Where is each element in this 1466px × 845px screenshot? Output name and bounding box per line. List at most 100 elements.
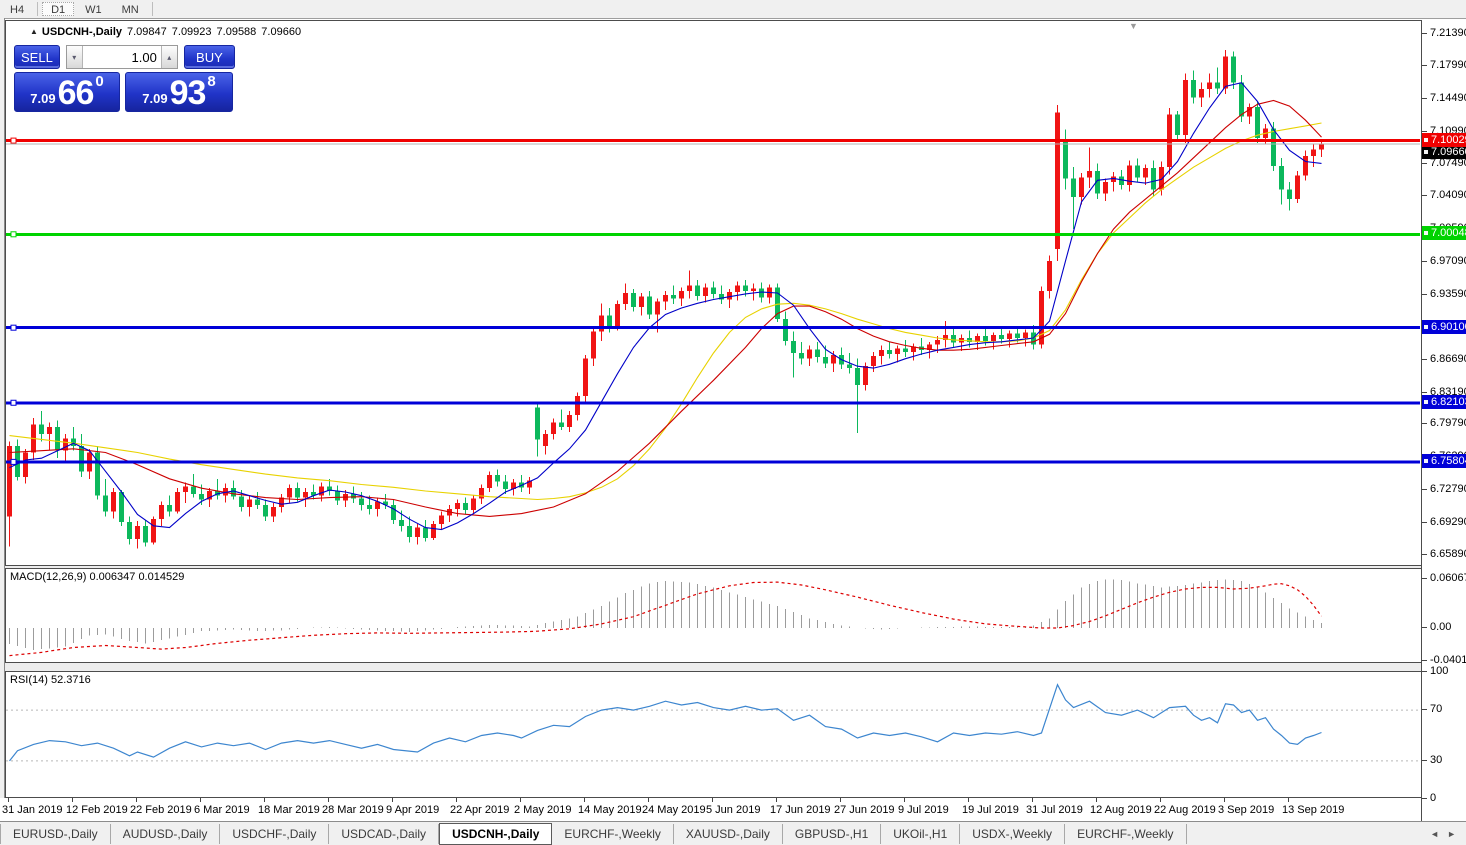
- price-axis-tick: 6.93590: [1422, 288, 1466, 300]
- price-axis-tick: 7.14490: [1422, 92, 1466, 104]
- ohlc-low: 7.09588: [216, 26, 257, 38]
- chart-tab[interactable]: AUDUSD-,Daily: [111, 824, 221, 844]
- volume-input[interactable]: [82, 46, 161, 68]
- time-axis-label: 13 Sep 2019: [1282, 804, 1345, 816]
- price-axis-tick: 0.00: [1422, 621, 1466, 633]
- price-axis-tick: 6.69290: [1422, 516, 1466, 528]
- macd-label: MACD(12,26,9) 0.006347 0.014529: [10, 571, 184, 583]
- time-axis-label: 5 Jun 2019: [706, 804, 761, 816]
- chart-tab[interactable]: EURCHF-,Weekly: [552, 824, 674, 844]
- price-axis-tick: 100: [1422, 665, 1466, 677]
- sell-price-prefix: 7.09: [30, 91, 56, 106]
- sell-price-point: 0: [95, 73, 104, 90]
- chart-tab[interactable]: XAUUSD-,Daily: [674, 824, 783, 844]
- time-axis-label: 22 Feb 2019: [130, 804, 192, 816]
- price-axis-tick: 6.86690: [1422, 353, 1466, 365]
- timeframe-toolbar: H4 D1 W1 MN: [0, 0, 1466, 19]
- toolbar-separator: [151, 2, 153, 16]
- panel-splitter[interactable]: [5, 566, 1421, 568]
- hline-price-flag: 6.90100: [1422, 319, 1466, 334]
- tab-scroll-right-icon[interactable]: ►: [1447, 828, 1456, 839]
- time-axis-tick: [1224, 798, 1225, 802]
- price-axis[interactable]: 7.21390 7.17990 7.14490 7.10990 7.07490 7.040…: [1421, 20, 1466, 821]
- chart-tab[interactable]: GBPUSD-,H1: [783, 824, 882, 844]
- price-axis-tick: 0.060674: [1422, 572, 1466, 584]
- rsi-chart[interactable]: [6, 672, 1420, 797]
- price-axis-tick: 6.79790: [1422, 417, 1466, 429]
- price-axis-tick: 7.17990: [1422, 59, 1466, 71]
- volume-increase-button[interactable]: ▴: [160, 46, 177, 68]
- buy-price-pips: 93: [169, 74, 207, 112]
- timeframe-button-d1[interactable]: D1: [42, 2, 75, 16]
- chart-tab[interactable]: USDCNH-,Daily: [439, 823, 553, 845]
- triangle-up-icon: ▴: [167, 52, 172, 62]
- rsi-value: 52.3716: [50, 674, 91, 686]
- buy-button[interactable]: BUY: [183, 45, 235, 69]
- price-axis-tick: 7.04090: [1422, 189, 1466, 201]
- time-axis-label: 2 May 2019: [514, 804, 572, 816]
- price-axis-tick: 7.07490: [1422, 157, 1466, 169]
- price-axis-tick: 6.72790: [1422, 483, 1466, 495]
- ohlc-close: 7.09660: [261, 26, 302, 38]
- time-axis-tick: [136, 798, 137, 802]
- hline-price-flag: 6.75804: [1422, 453, 1466, 468]
- buy-price-button[interactable]: 7.09 93 8: [125, 72, 233, 112]
- time-axis-tick: [1032, 798, 1033, 802]
- time-axis-tick: [648, 798, 649, 802]
- macd-name: MACD(12,26,9): [10, 571, 87, 583]
- time-axis-label: 24 May 2019: [642, 804, 706, 816]
- time-axis-label: 31 Jan 2019: [2, 804, 63, 816]
- chart-symbol: USDCNH-,Daily: [41, 26, 122, 38]
- time-axis[interactable]: 31 Jan 2019 12 Feb 2019 22 Feb 2019 6 Mar 2…: [0, 798, 1421, 821]
- ohlc-high: 7.09923: [171, 26, 212, 38]
- sell-price-pips: 66: [57, 74, 95, 112]
- time-axis-tick: [904, 798, 905, 802]
- hline-price-flag: 7.10029: [1422, 132, 1466, 147]
- chart-tab[interactable]: USDCHF-,Daily: [220, 824, 330, 844]
- sell-button[interactable]: SELL: [14, 45, 60, 69]
- time-axis-tick: [584, 798, 585, 802]
- time-axis-label: 9 Jul 2019: [898, 804, 949, 816]
- rsi-indicator-panel[interactable]: RSI(14) 52.3716: [5, 671, 1421, 798]
- collapse-trade-panel-icon[interactable]: ▲: [30, 27, 38, 36]
- chart-tab[interactable]: USDCAD-,Daily: [329, 824, 440, 844]
- buy-price-prefix: 7.09: [142, 91, 168, 106]
- volume-decrease-button[interactable]: ▾: [66, 46, 83, 68]
- macd-chart[interactable]: [6, 569, 1420, 662]
- tab-scroll-left-icon[interactable]: ◄: [1430, 828, 1440, 839]
- price-axis-tick: 6.65890: [1422, 548, 1466, 560]
- time-axis-label: 22 Apr 2019: [450, 804, 510, 816]
- chart-tab[interactable]: EURCHF-,Weekly: [1065, 824, 1187, 844]
- time-axis-label: 17 Jun 2019: [770, 804, 831, 816]
- candlestick-chart[interactable]: [6, 21, 1420, 565]
- sell-price-button[interactable]: 7.09 66 0: [14, 72, 120, 112]
- time-axis-tick: [392, 798, 393, 802]
- chart-tab[interactable]: EURUSD-,Daily: [0, 824, 111, 844]
- panel-splitter[interactable]: [5, 663, 1421, 671]
- time-axis-tick: [72, 798, 73, 802]
- rsi-name: RSI(14): [10, 674, 48, 686]
- macd-signal-value: 0.014529: [138, 571, 185, 583]
- chart-shift-marker-icon[interactable]: ▼: [1129, 21, 1138, 31]
- chart-tab[interactable]: UKOil-,H1: [881, 824, 961, 844]
- time-axis-label: 19 Jul 2019: [962, 804, 1019, 816]
- time-axis-tick: [712, 798, 713, 802]
- price-axis-tick: 30: [1422, 754, 1466, 766]
- time-axis-tick: [968, 798, 969, 802]
- macd-indicator-panel[interactable]: MACD(12,26,9) 0.006347 0.014529: [5, 568, 1421, 663]
- price-chart-panel[interactable]: ▲ USDCNH-,Daily 7.09847 7.09923 7.09588 7.096…: [5, 20, 1421, 566]
- time-axis-tick: [1160, 798, 1161, 802]
- ohlc-open: 7.09847: [127, 26, 167, 38]
- chart-tab[interactable]: USDX-,Weekly: [960, 824, 1066, 844]
- price-axis-tick: 7.21390: [1422, 27, 1466, 39]
- buy-price-point: 8: [207, 73, 216, 90]
- timeframe-button-w1[interactable]: W1: [76, 2, 111, 16]
- time-axis-tick: [776, 798, 777, 802]
- toolbar-separator: [37, 2, 39, 16]
- rsi-label: RSI(14) 52.3716: [10, 674, 91, 686]
- timeframe-button-mn[interactable]: MN: [113, 2, 148, 16]
- time-axis-label: 18 Mar 2019: [258, 804, 320, 816]
- time-axis-label: 14 May 2019: [578, 804, 642, 816]
- timeframe-button-h4[interactable]: H4: [1, 2, 33, 16]
